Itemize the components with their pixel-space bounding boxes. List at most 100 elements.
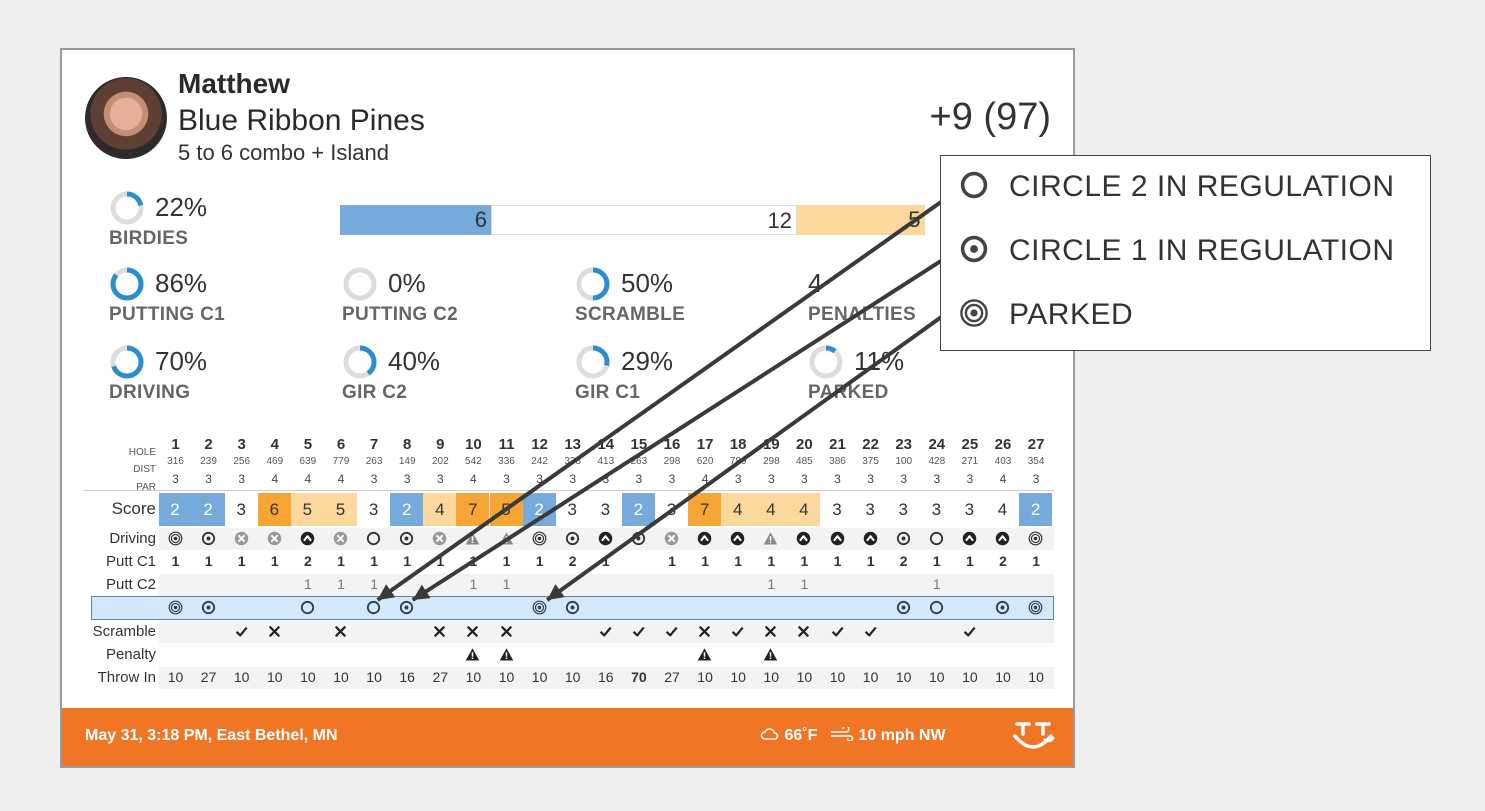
score-cell: 2 — [621, 493, 655, 526]
throw-in-cell: 10 — [233, 669, 250, 685]
hole-number: 12 — [531, 436, 548, 453]
throw-in-cell: 27 — [432, 669, 449, 685]
putt-c1-cell: 1 — [337, 553, 345, 569]
fairway-icon — [862, 531, 878, 549]
throw-in-cell: 27 — [200, 669, 217, 685]
parked-icon — [531, 600, 547, 618]
stat-donut-icon — [343, 267, 377, 301]
stat-value: 70% — [155, 346, 208, 376]
legend-item-c1: CIRCLE 1 IN REGULATION — [959, 231, 1395, 271]
hole-number: 7 — [369, 436, 379, 453]
course-name: Blue Ribbon Pines — [178, 104, 425, 137]
c1-icon — [630, 531, 646, 549]
fairway-icon — [730, 531, 746, 549]
hole-number: 21 — [829, 436, 846, 453]
throw-in-cell: 10 — [465, 669, 482, 685]
score-cell: 5 — [290, 493, 324, 526]
hole-par: 3 — [966, 472, 974, 486]
throw-in-cell: 10 — [564, 669, 581, 685]
hole-number: 14 — [597, 436, 615, 453]
hole-par: 3 — [370, 472, 378, 486]
score-cell: 3 — [964, 500, 975, 519]
gir-legend: CIRCLE 2 IN REGULATION CIRCLE 1 IN REGULA… — [940, 155, 1431, 351]
miss-icon — [432, 531, 448, 549]
legend-label: PARKED — [1009, 298, 1134, 331]
hole-number: 22 — [862, 436, 879, 453]
putt-c2-cell: 1 — [502, 576, 511, 592]
putt-c1-cell: 1 — [469, 553, 478, 569]
miss-icon — [266, 531, 282, 549]
hole-par: 4 — [701, 472, 709, 486]
parked-icon — [1028, 531, 1044, 549]
throw-in-cell: 10 — [697, 669, 713, 685]
weather: 66˚F — [760, 727, 817, 745]
hole-distance: 298 — [663, 456, 681, 467]
throw-in-cell: 10 — [763, 669, 780, 685]
putt-c1-cell: 1 — [734, 553, 743, 569]
cross-icon — [797, 625, 811, 641]
throw-in-cell: 10 — [167, 669, 184, 685]
c1-icon — [200, 600, 216, 618]
fairway-icon — [829, 531, 845, 549]
hole-number: 1 — [171, 436, 180, 453]
hole-distance: 354 — [1027, 456, 1045, 467]
stat-label: PUTTING C1 — [109, 304, 225, 325]
hole-number: 24 — [928, 436, 946, 453]
parked-icon — [1028, 600, 1044, 618]
hole-par: 3 — [801, 472, 808, 486]
hole-par: 3 — [900, 472, 908, 486]
hole-par: 4 — [470, 472, 477, 486]
c2-icon — [299, 600, 315, 618]
putt-c1-cell: 1 — [932, 553, 941, 569]
hole-distance: 263 — [365, 456, 383, 467]
putt-c1-cell: 1 — [237, 553, 246, 569]
brand-logo[interactable] — [1011, 718, 1055, 761]
stat-value: 86% — [155, 268, 208, 298]
circle-1-icon — [959, 234, 989, 269]
player-name: Matthew — [178, 68, 290, 99]
putt-c1-cell: 1 — [601, 553, 610, 569]
throw-in-cell: 10 — [995, 669, 1011, 685]
cross-icon — [267, 625, 281, 641]
putt-c2-cell: 1 — [932, 576, 941, 592]
hole-par: 3 — [205, 472, 212, 486]
hole-distance: 469 — [266, 456, 284, 467]
stat-value: 22% — [155, 192, 208, 222]
warning-icon — [465, 647, 481, 665]
c1-icon — [895, 600, 911, 618]
hole-distance: 375 — [862, 456, 879, 467]
round-card: Matthew Blue Ribbon Pines 5 to 6 combo +… — [60, 48, 1075, 768]
scorecard-divider — [84, 490, 1054, 491]
row-label-scramble: Scramble — [92, 623, 156, 640]
hole-par: 4 — [271, 472, 279, 486]
row-label-driving: Driving — [109, 530, 156, 547]
hole-distance: 403 — [994, 456, 1012, 467]
throw-in-cell: 16 — [399, 669, 415, 685]
hole-distance: 338 — [564, 456, 582, 467]
row-label-score: Score — [111, 499, 156, 518]
hole-number: 26 — [994, 436, 1012, 453]
throw-in-cell: 27 — [664, 669, 680, 685]
avatar[interactable] — [85, 77, 167, 159]
warn-icon — [465, 531, 481, 549]
putt-c1-cell: 1 — [502, 553, 511, 569]
putt-c1-cell: 1 — [270, 553, 279, 569]
hole-par: 3 — [1032, 472, 1040, 486]
putt-c1-cell: 1 — [403, 553, 412, 569]
score-cell: 3 — [600, 500, 611, 519]
hole-distance: 316 — [167, 456, 184, 467]
hole-distance: 256 — [233, 456, 251, 467]
row-label-putt-c2: Putt C2 — [105, 576, 156, 593]
cross-icon — [334, 625, 348, 641]
score-cell: 3 — [898, 500, 908, 519]
hole-number: 20 — [796, 436, 813, 453]
hole-par: 3 — [834, 472, 841, 486]
hole-par: 3 — [933, 472, 941, 486]
hole-par: 3 — [172, 472, 179, 486]
score-cell: 3 — [236, 500, 246, 519]
hole-par: 3 — [602, 472, 610, 486]
stat-putting-c1: 86% PUTTING C1 — [109, 266, 329, 336]
hole-distance: 779 — [332, 456, 350, 467]
hole-distance: 386 — [829, 456, 846, 467]
